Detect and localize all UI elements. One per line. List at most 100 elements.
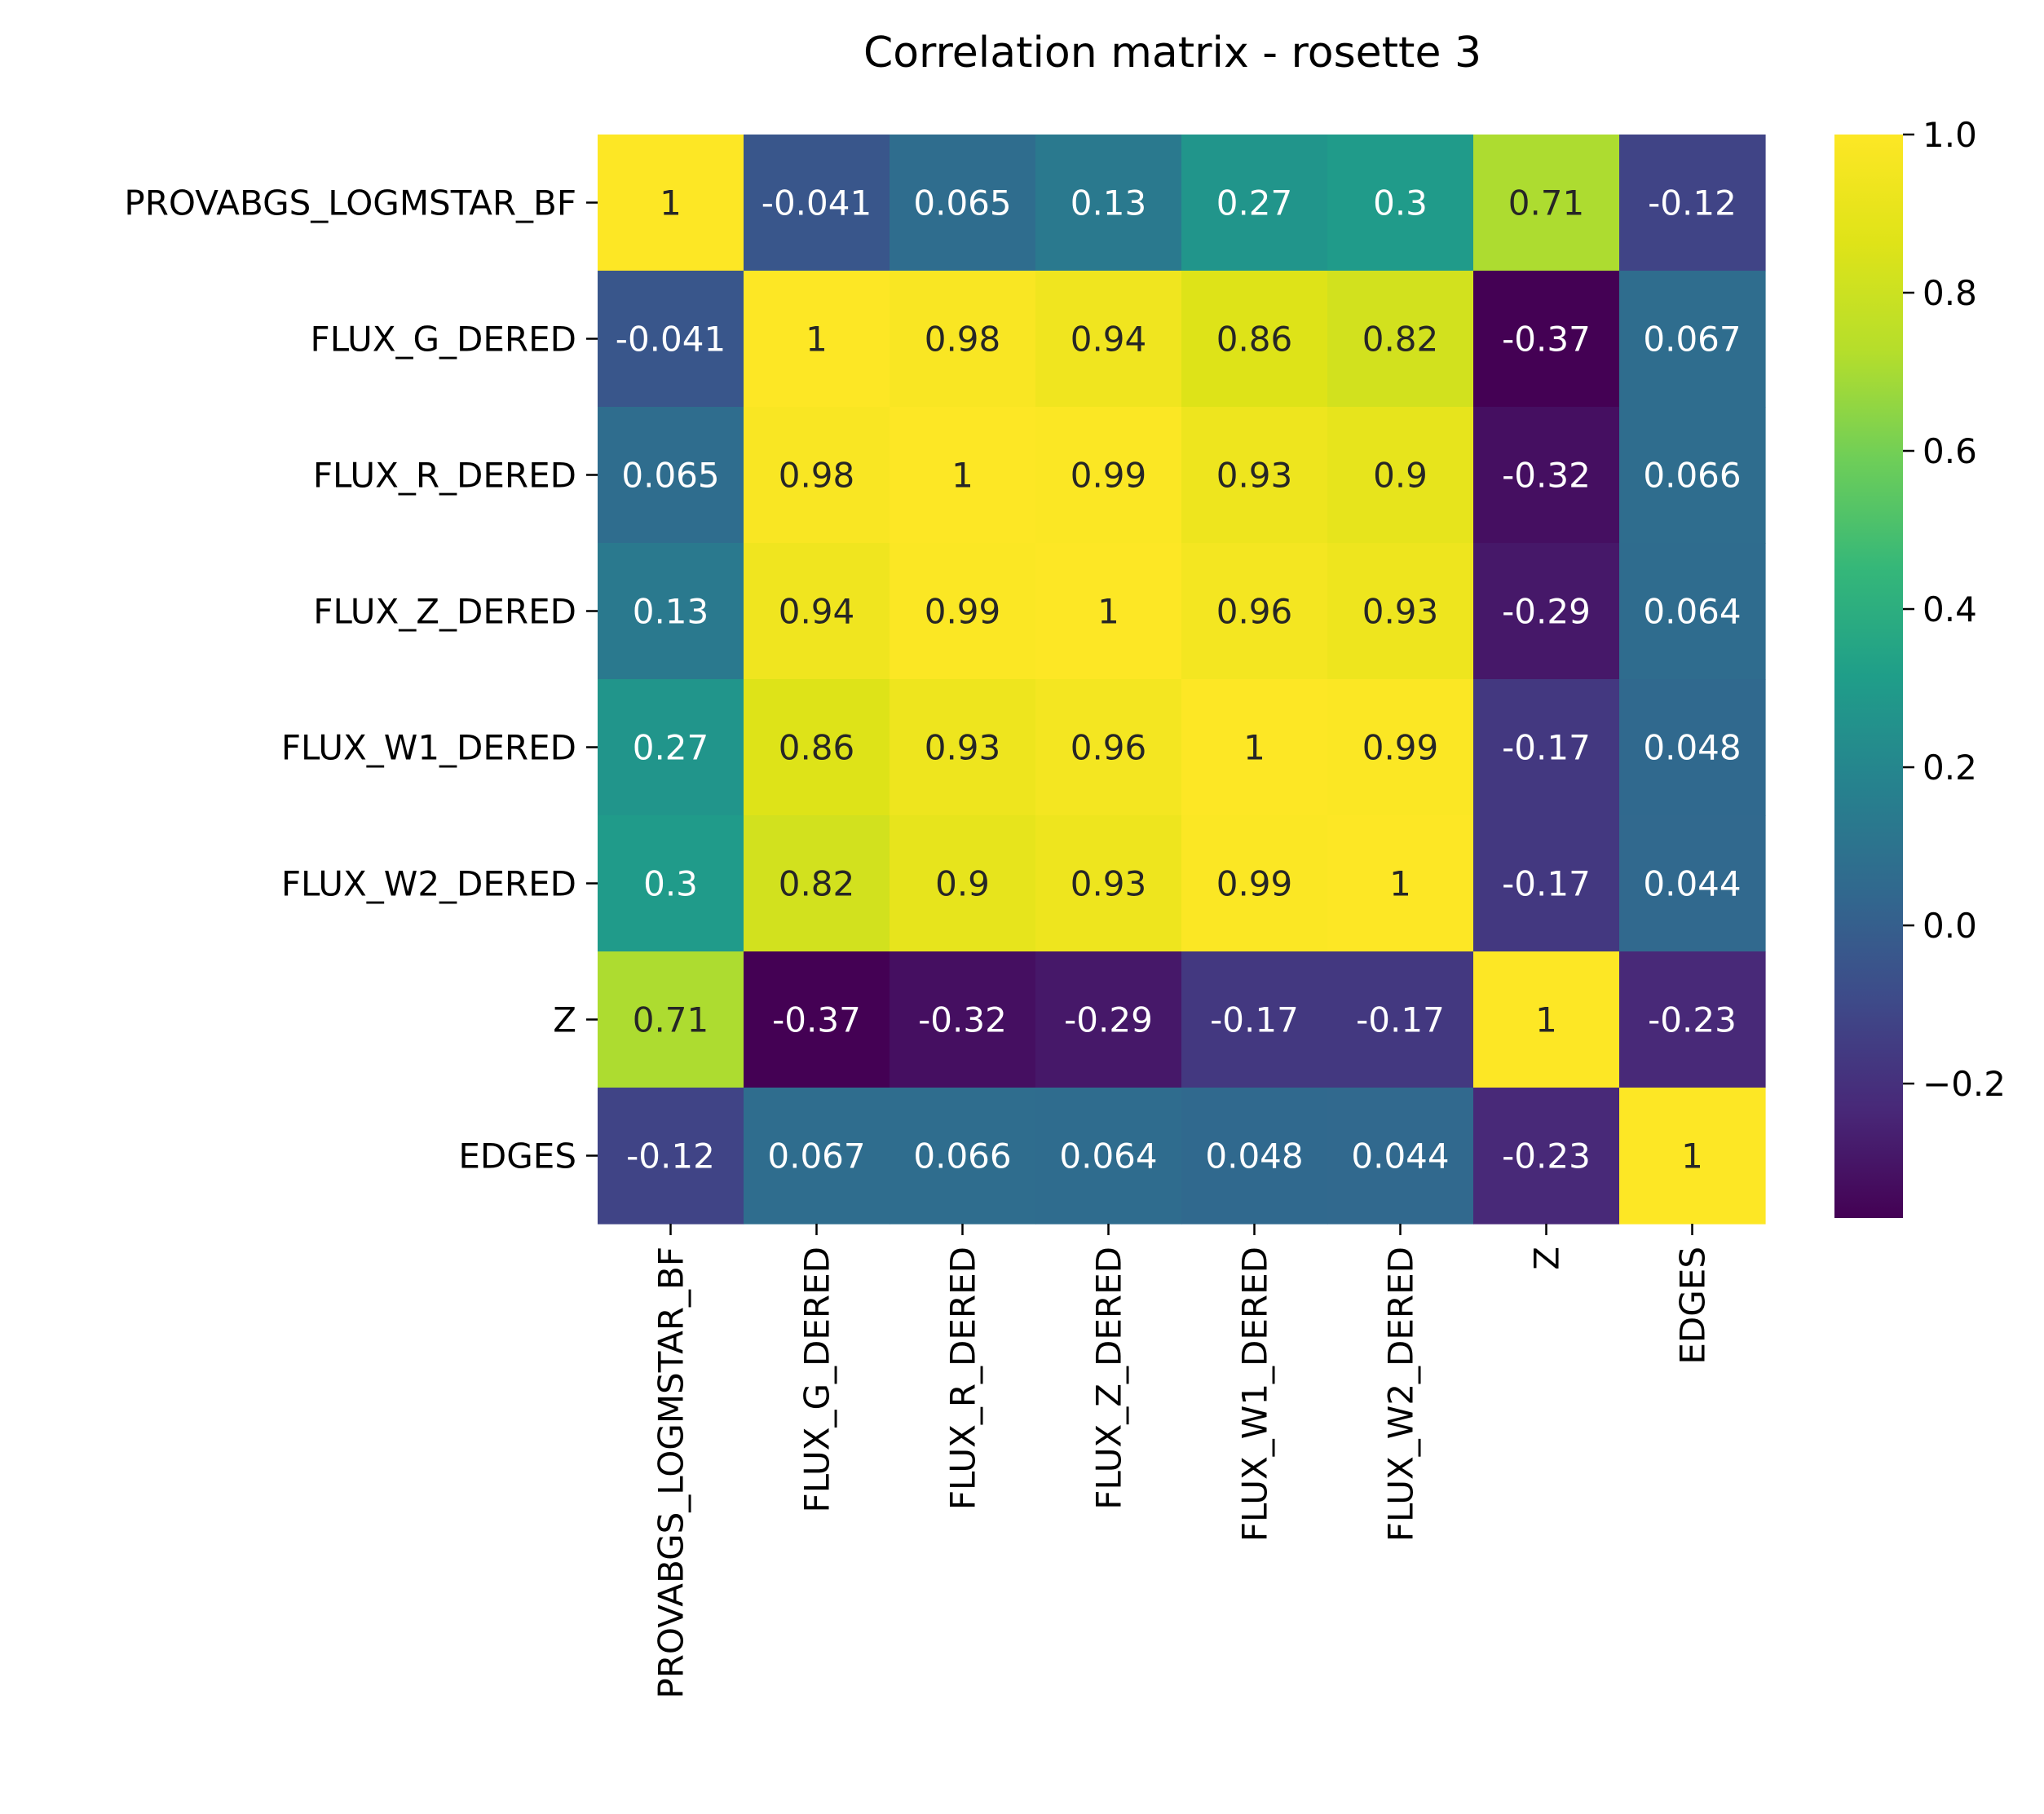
cell-value-label: 1 [951, 456, 973, 496]
heatmap-cell [598, 679, 744, 816]
cell-value-label: 0.99 [1071, 456, 1147, 496]
colorbar-tick-label: 0.4 [1923, 589, 1977, 629]
cell-value-label: 0.066 [1643, 456, 1741, 496]
cell-value-label: -0.32 [1502, 456, 1591, 496]
heatmap-cell [744, 815, 890, 952]
x-axis: PROVABGS_LOGMSTAR_BF FLUX_G_DERED FLUX_R_D… [651, 1224, 1713, 1699]
heatmap-cell [598, 407, 744, 544]
cell-value-label: 1 [1243, 728, 1265, 768]
cell-value-label: 0.044 [1643, 864, 1741, 904]
heatmap-cell [598, 135, 744, 271]
heatmap-cell [1619, 815, 1766, 952]
cell-value-label: 0.86 [1216, 320, 1293, 360]
heatmap-cell [1035, 407, 1182, 544]
heatmap-cell [1035, 271, 1182, 408]
cell-value-label: 0.27 [1216, 183, 1293, 223]
cell-value-label: 0.94 [1071, 320, 1147, 360]
cell-value-label: 0.93 [925, 728, 1001, 768]
x-tick-label: FLUX_G_DERED [797, 1247, 837, 1512]
heatmap-cells [598, 135, 1766, 1225]
y-tick-label: Z [553, 1000, 576, 1040]
cell-value-label: 0.065 [621, 456, 719, 496]
colorbar-tick-label: 0.2 [1923, 748, 1977, 788]
colorbar-gradient [1834, 135, 1903, 1218]
heatmap-cell [1619, 271, 1766, 408]
heatmap-cell [1181, 543, 1328, 680]
cell-value-label: 0.98 [779, 456, 855, 496]
heatmap-cell [1327, 543, 1474, 680]
heatmap-cell [1619, 135, 1766, 271]
cell-value-label: 0.048 [1643, 728, 1741, 768]
heatmap-cell [1473, 951, 1620, 1088]
heatmap-cell [1327, 679, 1474, 816]
heatmap-cell [890, 951, 1036, 1088]
heatmap-cell [744, 135, 890, 271]
heatmap-cell [1473, 679, 1620, 816]
y-axis: PROVABGS_LOGMSTAR_BF FLUX_G_DERED FLUX_R_D… [124, 183, 598, 1176]
heatmap-annotations: 1 -0.041 0.065 0.13 0.27 0.3 0.71 -0.12 -0.041 1 0… [616, 183, 1742, 1176]
x-tick-label: Z [1527, 1247, 1567, 1270]
cell-value-label: 1 [806, 320, 828, 360]
heatmap-cell [1473, 407, 1620, 544]
heatmap-cell [1181, 135, 1328, 271]
heatmap-cell [598, 815, 744, 952]
cell-value-label: 0.86 [779, 728, 855, 768]
cell-value-label: 0.93 [1362, 592, 1439, 632]
cell-value-label: 0.064 [1059, 1137, 1157, 1176]
heatmap-cell [1327, 271, 1474, 408]
y-tick-label: EDGES [458, 1137, 576, 1176]
heatmap-cell [1327, 815, 1474, 952]
cell-value-label: 1 [660, 183, 682, 223]
cell-value-label: 0.71 [633, 1000, 709, 1040]
y-tick-label: FLUX_Z_DERED [313, 592, 576, 632]
y-tick-label: PROVABGS_LOGMSTAR_BF [124, 183, 576, 223]
cell-value-label: -0.29 [1502, 592, 1591, 632]
y-tick-label: FLUX_W1_DERED [281, 728, 576, 768]
heatmap-cell [1035, 679, 1182, 816]
cell-value-label: 0.065 [913, 183, 1011, 223]
heatmap-cell [1619, 679, 1766, 816]
cell-value-label: 0.82 [779, 864, 855, 904]
heatmap-cell [1473, 1088, 1620, 1225]
heatmap-cell [1327, 951, 1474, 1088]
colorbar-tick-label: 0.6 [1923, 431, 1977, 471]
heatmap-cell [1035, 1088, 1182, 1225]
heatmap-cell [1327, 407, 1474, 544]
colorbar-tick-label: 0.0 [1923, 906, 1977, 946]
cell-value-label: -0.12 [1648, 183, 1737, 223]
heatmap-cell [1035, 135, 1182, 271]
cell-value-label: -0.23 [1502, 1137, 1591, 1176]
heatmap-cell [744, 679, 890, 816]
x-tick-label: FLUX_R_DERED [943, 1247, 983, 1510]
cell-value-label: 0.96 [1216, 592, 1293, 632]
heatmap-cell [890, 135, 1036, 271]
heatmap-cell [1181, 679, 1328, 816]
y-tick-label: FLUX_R_DERED [313, 456, 576, 496]
heatmap-cell [890, 679, 1036, 816]
x-tick-label: FLUX_Z_DERED [1089, 1247, 1129, 1510]
colorbar: 1.0 0.8 0.6 0.4 0.2 0.0 −0.2 [1834, 115, 2006, 1218]
cell-value-label: -0.32 [918, 1000, 1007, 1040]
heatmap-cell [1181, 271, 1328, 408]
cell-value-label: -0.37 [1502, 320, 1591, 360]
heatmap-cell [744, 543, 890, 680]
cell-value-label: 1 [1097, 592, 1119, 632]
heatmap-cell [598, 951, 744, 1088]
cell-value-label: 1 [1681, 1137, 1703, 1176]
heatmap-cell [1035, 951, 1182, 1088]
cell-value-label: -0.17 [1502, 864, 1591, 904]
heatmap-cell [1473, 543, 1620, 680]
heatmap-cell [1181, 407, 1328, 544]
chart-title: Correlation matrix - rosette 3 [863, 29, 1481, 77]
cell-value-label: 0.93 [1071, 864, 1147, 904]
cell-value-label: 0.99 [925, 592, 1001, 632]
heatmap-cell [1181, 1088, 1328, 1225]
colorbar-tick-label: 1.0 [1923, 115, 1977, 155]
cell-value-label: -0.17 [1502, 728, 1591, 768]
colorbar-tick-label: 0.8 [1923, 273, 1977, 313]
cell-value-label: -0.17 [1210, 1000, 1299, 1040]
heatmap-cell [1619, 1088, 1766, 1225]
cell-value-label: 0.3 [1373, 183, 1428, 223]
heatmap-cell [1619, 543, 1766, 680]
